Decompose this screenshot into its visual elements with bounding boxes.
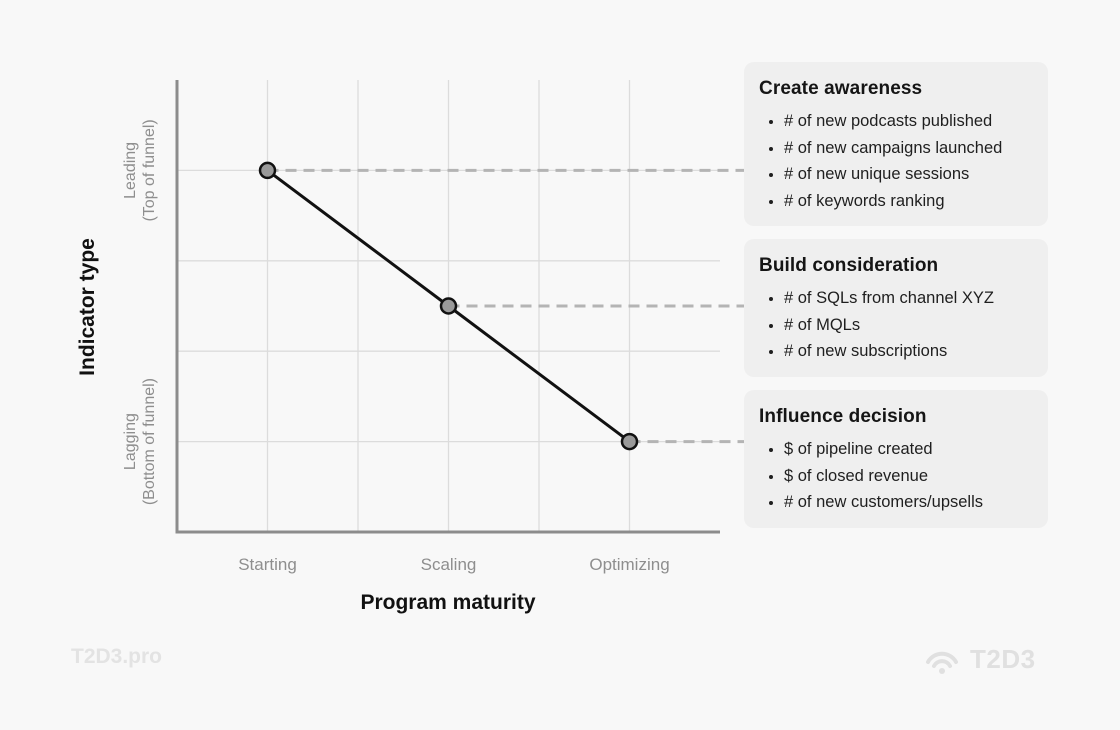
data-point — [439, 297, 458, 315]
card-create-awareness: Create awareness # of new podcasts publi… — [744, 62, 1048, 226]
card-build-consideration: Build consideration # of SQLs from chann… — [744, 239, 1048, 377]
y-tick-label-line: (Bottom of funnel) — [141, 378, 158, 505]
list-item: # of new customers/upsells — [759, 489, 1032, 516]
card-title: Influence decision — [759, 406, 927, 427]
card-list: # of new podcasts published # of new cam… — [759, 108, 1032, 214]
y-axis-title: Indicator type — [76, 238, 99, 376]
series-line — [258, 161, 639, 451]
list-item: # of new unique sessions — [759, 161, 1032, 188]
list-item: # of MQLs — [759, 312, 1032, 339]
x-tick-label: Starting — [238, 555, 297, 574]
x-tick-label: Scaling — [421, 555, 477, 574]
list-item: # of new subscriptions — [759, 338, 1032, 365]
connector-lines — [267, 168, 744, 444]
site-url-watermark: T2D3.pro — [71, 645, 163, 668]
list-item: # of keywords ranking — [759, 188, 1032, 215]
y-tick-label-line: Lagging — [122, 413, 139, 470]
card-title: Create awareness — [759, 78, 923, 99]
list-item: $ of pipeline created — [759, 436, 1032, 463]
card-list: $ of pipeline created $ of closed revenu… — [759, 436, 1032, 516]
wifi-signal-icon — [926, 651, 958, 674]
y-tick-labels: Leading (Top of funnel) Lagging (Bottom of … — [122, 119, 158, 505]
data-point — [258, 161, 277, 180]
x-tick-labels: Starting Scaling Optimizing — [238, 555, 669, 574]
axes — [175, 80, 720, 534]
brand-name: T2D3 — [970, 643, 1036, 674]
list-item: $ of closed revenue — [759, 463, 1032, 490]
y-tick-label: Leading (Top of funnel) — [122, 119, 158, 221]
list-item: # of new podcasts published — [759, 108, 1032, 135]
list-item: # of new campaigns launched — [759, 135, 1032, 162]
y-tick-label-line: Leading — [122, 142, 139, 199]
list-item: # of SQLs from channel XYZ — [759, 285, 1032, 312]
card-title: Build consideration — [759, 255, 939, 276]
y-tick-label: Lagging (Bottom of funnel) — [122, 378, 158, 505]
x-tick-label: Optimizing — [589, 555, 669, 574]
y-tick-label-line: (Top of funnel) — [141, 119, 158, 221]
card-list: # of SQLs from channel XYZ # of MQLs # o… — [759, 285, 1032, 365]
x-axis-title: Program maturity — [360, 591, 535, 614]
brand-logo: T2D3 — [924, 642, 1036, 676]
card-influence-decision: Influence decision $ of pipeline created… — [744, 390, 1048, 528]
data-point — [620, 432, 639, 451]
